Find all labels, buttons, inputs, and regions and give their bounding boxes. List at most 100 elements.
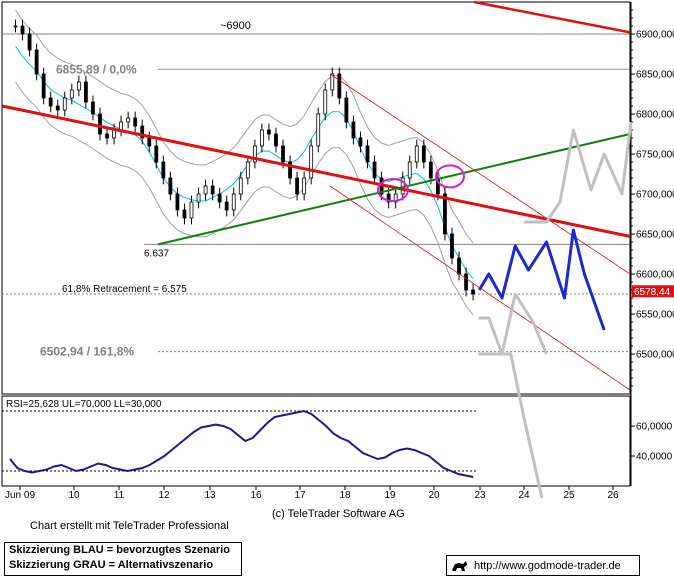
y-tick-label: 6700,000 [636,190,674,201]
last-price-tag [632,285,674,298]
price-candle-body [196,193,201,203]
price-candle-body [27,33,32,51]
price-candle-body [309,145,314,179]
price-candle-body [252,145,257,163]
gray-scenario-deep-line [478,352,544,499]
price-candle-body [224,201,229,211]
highlight-circle [435,164,465,189]
x-tick-label: 12 [158,490,170,501]
price-candle-body [140,125,145,139]
price-candle-body [281,145,285,163]
price-candle-body [443,193,447,235]
y-tick-label: 6500,000 [636,350,674,361]
green-trendline [157,133,631,246]
x-tick-label: 19 [384,490,396,501]
price-candle-body [302,177,307,195]
rsi-y-tick-label: 60,0000 [636,422,673,433]
y-tick-label: 6750,000 [636,150,674,161]
price-candle-body [91,101,95,115]
x-tick-label: 13 [204,490,216,501]
price-candle-body [365,145,370,163]
price-candle-body [238,177,243,195]
price-candle-body [457,257,461,275]
x-tick-label: 23 [474,490,486,501]
price-candle-body [126,117,131,123]
x-tick-label: 24 [518,490,530,501]
price-candle-body [217,193,222,203]
y-tick-label: 6600,000 [636,270,674,281]
fib-ext-label: 6502,94 / 161,8% [40,345,134,359]
price-candle-body [13,25,18,28]
y-tick-label: 6650,000 [636,230,674,241]
price-candle-body [344,97,349,123]
price-candle-body [386,193,391,203]
last-price-label: 6578,44 [634,287,671,298]
scenario-legend: Skizzierung BLAU = bevorzugtes Szenario … [4,542,242,576]
price-candle-body [112,129,116,139]
source-url[interactable]: http://www.godmode-trader.de [474,559,621,572]
gray-scenario-down-line [478,292,548,356]
price-candle-body [358,137,363,147]
price-candle-body [55,105,60,111]
price-candle-body [133,117,138,127]
price-candle-body [316,113,321,147]
price-candle-body [245,161,250,179]
price-candle-body [48,97,53,107]
price-candle-body [203,185,208,195]
price-candle-body [189,201,194,219]
y-tick-label: 6850,000 [636,70,674,81]
price-candle-body [323,89,328,115]
price-candle-body [231,193,236,211]
legend-blue-scenario: Skizzierung BLAU = bevorzugtes Szenario [9,544,230,556]
bull-logo-icon [452,560,467,571]
x-tick-label: 10 [68,490,80,501]
x-tick-label: 25 [563,490,575,501]
price-candle-body [161,161,166,179]
x-tick-label: 26 [607,490,619,501]
price-candle-body [154,145,159,163]
price-candle-body [168,177,173,195]
price-candle-body [393,193,398,203]
price-candle-body [421,145,426,163]
price-candle-body [34,49,39,75]
upper-band-line [15,9,474,244]
price-candle-body [259,129,264,147]
y-tick-label: 6900,000 [636,30,674,41]
price-candle-body [182,209,187,219]
price-candle-body [288,161,292,179]
red-upper-trendline [473,0,631,34]
price-candle-body [464,273,468,291]
y-tick-label: 6800,000 [636,110,674,121]
price-candle-body [337,73,342,99]
fib-top-label: 6855,89 / 0,0% [56,62,137,76]
x-tick-label: 11 [114,490,125,501]
copyright-text: (c) TeleTrader Software AG [272,508,405,520]
lower-band-line [15,81,474,316]
price-candle-body [147,137,152,147]
channel-upper-line [329,73,631,275]
price-candle-body [119,121,123,131]
price-candle-body [372,161,377,179]
price-candle-body [471,289,476,295]
price-candle-body [175,193,180,211]
y-tick-label: 6550,000 [636,310,674,321]
url-box[interactable]: http://www.godmode-trader.de [446,555,640,576]
price-candle-body [84,81,88,103]
price-candle-body [98,113,102,135]
x-tick-label: 17 [294,490,306,501]
price-candle-body [428,161,433,179]
x-tick-label: Jun 09 [5,490,35,501]
level-6900-label: ~6900 [220,20,251,32]
price-candle-body [20,25,25,35]
retracement-label: 61,8% Retracement = 6.575 [62,284,187,295]
x-tick-label: 18 [339,490,351,501]
red-trendline [1,104,631,238]
price-candle-body [295,177,300,195]
price-candle-body [414,145,419,163]
price-candle-body [351,121,356,139]
rsi-title: RSI=25,628 UL=70,000 LL=30,000 [6,399,162,410]
price-candle-body [450,233,454,259]
gray-scenario-up-line [524,121,633,224]
price-candle-body [105,133,109,139]
